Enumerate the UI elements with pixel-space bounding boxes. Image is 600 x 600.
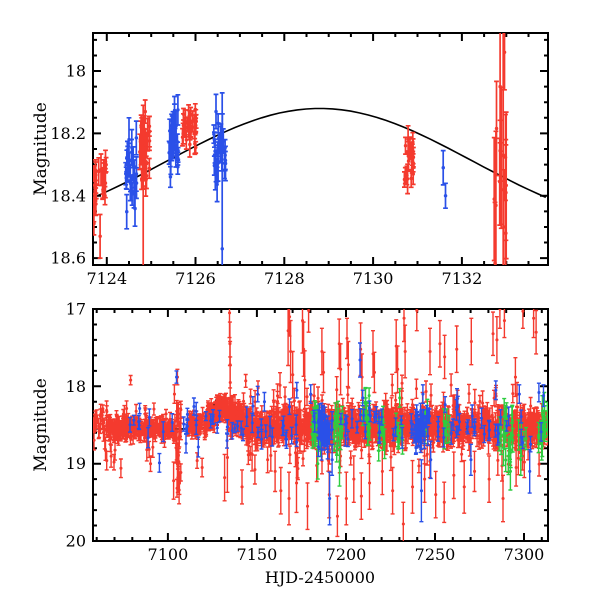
data-area bbox=[93, 309, 548, 541]
y-tick-label: 19 bbox=[66, 454, 86, 473]
x-tick-label: 7128 bbox=[264, 269, 305, 288]
axis-ticks bbox=[93, 33, 548, 265]
x-tick-label: 7200 bbox=[326, 545, 367, 564]
red-errorbars bbox=[93, 33, 509, 265]
y-tick-label: 18.2 bbox=[50, 124, 86, 143]
bottom-panel: 7100 7150 7200 7250 7300 17 18 19 20 bbox=[66, 300, 549, 564]
blue-errorbars bbox=[123, 92, 448, 265]
y-tick-label: 18 bbox=[66, 62, 86, 81]
x-tick-label: 7124 bbox=[86, 269, 127, 288]
blue-points bbox=[124, 108, 448, 251]
model-curve bbox=[93, 107, 547, 199]
y-axis-label-bottom: Magnitude bbox=[31, 378, 51, 472]
top-panel: 7124 7126 7128 7130 7132 18 18.2 18.4 18.6 bbox=[50, 32, 549, 288]
x-tick-label: 7100 bbox=[148, 545, 189, 564]
x-tick-label: 7300 bbox=[504, 545, 545, 564]
panel-frame bbox=[92, 32, 549, 266]
blue-points bbox=[128, 358, 546, 500]
y-tick-label: 18.6 bbox=[50, 249, 86, 268]
y-tick-label: 17 bbox=[66, 300, 86, 319]
y-tick-label: 18.4 bbox=[50, 186, 86, 205]
x-tick-label: 7250 bbox=[415, 545, 456, 564]
y-tick-label: 20 bbox=[66, 532, 86, 551]
data-area bbox=[93, 33, 547, 265]
red-points bbox=[93, 50, 508, 265]
x-axis-label: HJD-2450000 bbox=[265, 568, 375, 587]
x-tick-label: 7150 bbox=[237, 545, 278, 564]
x-tick-label: 7130 bbox=[353, 269, 394, 288]
x-tick-label: 7132 bbox=[442, 269, 483, 288]
x-tick-label: 7126 bbox=[175, 269, 216, 288]
y-axis-label-top: Magnitude bbox=[31, 102, 51, 196]
y-tick-label: 18 bbox=[66, 377, 86, 396]
